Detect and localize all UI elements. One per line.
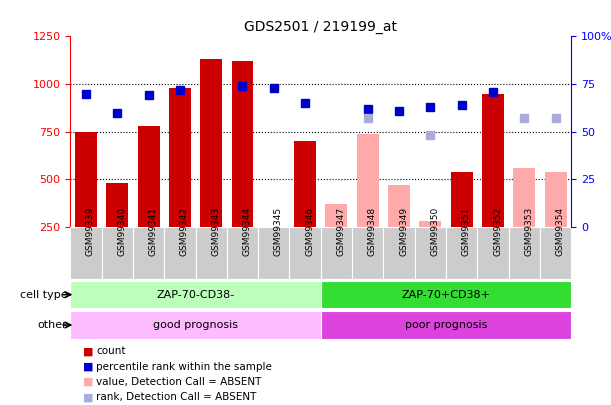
Text: GSM99354: GSM99354	[555, 207, 565, 256]
Bar	[258, 227, 290, 279]
Text: GSM99347: GSM99347	[337, 207, 345, 256]
Text: other: other	[37, 320, 67, 330]
Text: GSM99351: GSM99351	[462, 207, 470, 256]
Text: GSM99349: GSM99349	[399, 207, 408, 256]
Bar	[232, 61, 254, 227]
Text: rank, Detection Call = ABSENT: rank, Detection Call = ABSENT	[96, 392, 256, 403]
Bar	[290, 227, 321, 279]
Bar	[321, 227, 352, 279]
Bar	[133, 227, 164, 279]
Text: GSM99343: GSM99343	[211, 207, 220, 256]
Title: GDS2501 / 219199_at: GDS2501 / 219199_at	[244, 20, 397, 34]
Text: GSM99339: GSM99339	[86, 207, 95, 256]
Text: GSM99342: GSM99342	[180, 207, 189, 256]
Bar	[321, 281, 571, 308]
Text: GSM99348: GSM99348	[368, 207, 377, 256]
Bar	[451, 172, 473, 227]
Bar	[75, 132, 97, 227]
Text: GSM99344: GSM99344	[243, 207, 252, 256]
Bar	[388, 185, 410, 227]
Bar	[477, 227, 509, 279]
Bar	[169, 88, 191, 227]
Text: GSM99353: GSM99353	[524, 207, 533, 256]
Bar	[200, 59, 222, 227]
Bar	[106, 183, 128, 227]
Bar	[164, 227, 196, 279]
Text: ZAP-70-CD38-: ZAP-70-CD38-	[156, 290, 235, 300]
Bar	[321, 311, 571, 339]
Bar	[509, 227, 540, 279]
Bar	[352, 227, 384, 279]
Text: ■: ■	[82, 362, 93, 372]
Bar	[544, 172, 566, 227]
Text: GSM99350: GSM99350	[430, 207, 439, 256]
Bar	[70, 227, 101, 279]
Bar	[446, 227, 477, 279]
Text: ■: ■	[82, 377, 93, 387]
Bar	[482, 94, 504, 227]
Text: ■: ■	[82, 346, 93, 356]
Bar	[540, 227, 571, 279]
Text: ZAP-70+CD38+: ZAP-70+CD38+	[401, 290, 491, 300]
Bar	[137, 126, 159, 227]
Bar	[326, 204, 348, 227]
Bar	[294, 141, 316, 227]
Text: ■: ■	[82, 392, 93, 403]
Bar	[357, 134, 379, 227]
Bar	[384, 227, 415, 279]
Text: cell type: cell type	[20, 290, 67, 300]
Bar	[70, 311, 321, 339]
Text: GSM99345: GSM99345	[274, 207, 283, 256]
Bar	[101, 227, 133, 279]
Text: poor prognosis: poor prognosis	[405, 320, 487, 330]
Bar	[419, 221, 441, 227]
Bar	[227, 227, 258, 279]
Bar	[513, 168, 535, 227]
Text: value, Detection Call = ABSENT: value, Detection Call = ABSENT	[96, 377, 262, 387]
Bar	[196, 227, 227, 279]
Text: percentile rank within the sample: percentile rank within the sample	[96, 362, 272, 372]
Text: count: count	[96, 346, 125, 356]
Text: GSM99346: GSM99346	[305, 207, 314, 256]
Text: GSM99341: GSM99341	[148, 207, 158, 256]
Bar	[415, 227, 446, 279]
Text: GSM99340: GSM99340	[117, 207, 126, 256]
Bar	[70, 281, 321, 308]
Text: GSM99352: GSM99352	[493, 207, 502, 256]
Text: good prognosis: good prognosis	[153, 320, 238, 330]
